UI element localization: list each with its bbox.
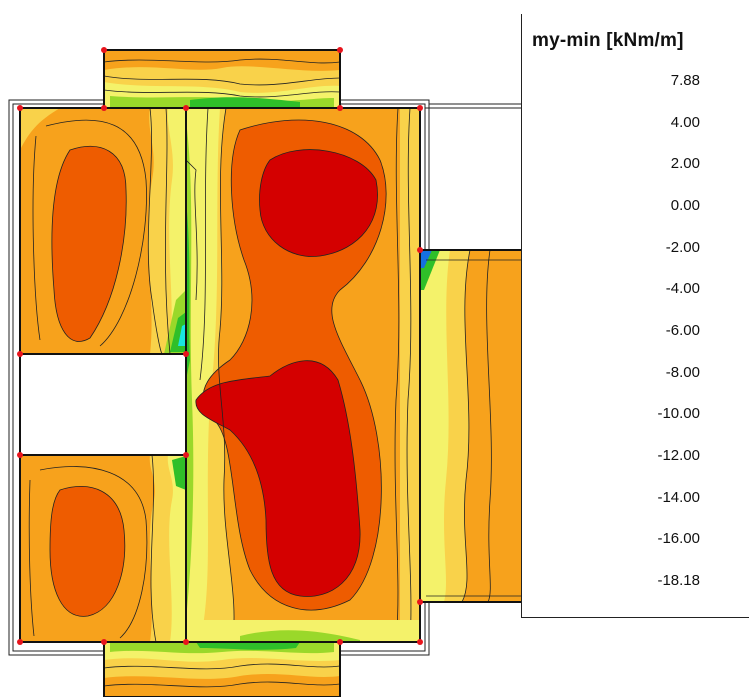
node-point[interactable] [417,105,423,111]
center-panel-contours [186,108,420,642]
node-point[interactable] [101,47,107,53]
node-points [17,47,575,645]
node-point[interactable] [337,47,343,53]
node-point[interactable] [183,351,189,357]
node-point[interactable] [417,599,423,605]
legend-tick-label: -14.00 [657,488,700,506]
legend-tick-label: 2.00 [670,155,700,173]
legend-tick-label: -2.00 [665,238,700,256]
node-point[interactable] [17,351,23,357]
node-point[interactable] [337,105,343,111]
node-point[interactable] [101,639,107,645]
bottom-slab-contours [104,642,340,697]
node-point[interactable] [17,639,23,645]
node-point[interactable] [183,105,189,111]
node-point[interactable] [183,639,189,645]
legend-tick-label: -6.00 [665,322,700,339]
legend-tick-label: -18.18 [657,572,700,589]
top-slab-contours [104,50,340,108]
node-point[interactable] [101,105,107,111]
legend-tick-label: -16.00 [657,530,700,548]
legend-tick-label: -12.00 [657,447,700,464]
legend-tick-label: 7.88 [670,72,700,89]
node-point[interactable] [337,639,343,645]
legend-tick-label: 0.00 [670,197,700,214]
panel-edges [19,49,573,697]
left-upper-panel-contours [20,108,186,354]
legend-panel [521,14,749,618]
node-point[interactable] [17,452,23,458]
left-lower-panel-contours [20,455,186,642]
node-point[interactable] [183,452,189,458]
legend-tick-label: 4.00 [670,113,700,131]
slab-opening [20,354,186,455]
node-point[interactable] [417,639,423,645]
legend-title: my-min [kNm/m] [532,30,684,51]
node-point[interactable] [417,247,423,253]
legend-tick-label: -8.00 [665,363,700,381]
legend-tick-label: -10.00 [657,405,700,423]
node-point[interactable] [17,105,23,111]
legend-tick-label: -4.00 [665,280,700,298]
